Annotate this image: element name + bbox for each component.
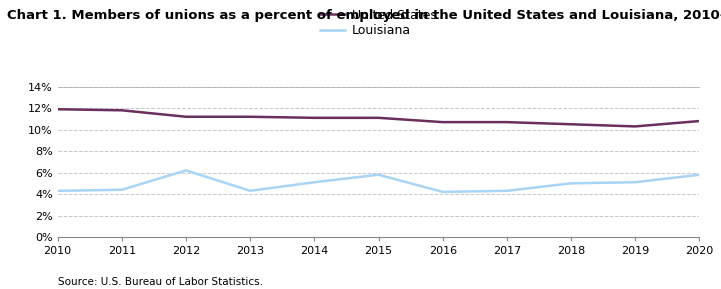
Line: United States: United States <box>58 109 699 126</box>
Louisiana <box>438 190 447 194</box>
Louisiana <box>53 189 62 192</box>
United States <box>695 119 704 123</box>
United States <box>118 109 126 112</box>
United States <box>310 116 319 120</box>
United States <box>53 108 62 111</box>
Louisiana <box>695 173 704 177</box>
Louisiana <box>631 181 640 184</box>
Line: Louisiana: Louisiana <box>58 171 699 192</box>
Louisiana <box>567 181 575 185</box>
United States <box>182 115 190 118</box>
United States <box>503 121 511 124</box>
Louisiana <box>310 181 319 184</box>
Louisiana <box>503 189 511 192</box>
Louisiana <box>118 188 126 192</box>
Text: Chart 1. Members of unions as a percent of employed in the United States and Lou: Chart 1. Members of unions as a percent … <box>7 9 721 22</box>
Louisiana <box>182 169 190 172</box>
United States <box>246 115 255 118</box>
Louisiana <box>374 173 383 177</box>
Legend: United States, Louisiana: United States, Louisiana <box>320 9 437 37</box>
United States <box>631 125 640 128</box>
United States <box>374 116 383 120</box>
Text: Source: U.S. Bureau of Labor Statistics.: Source: U.S. Bureau of Labor Statistics. <box>58 277 262 288</box>
Louisiana <box>246 189 255 192</box>
United States <box>567 123 575 126</box>
United States <box>438 121 447 124</box>
